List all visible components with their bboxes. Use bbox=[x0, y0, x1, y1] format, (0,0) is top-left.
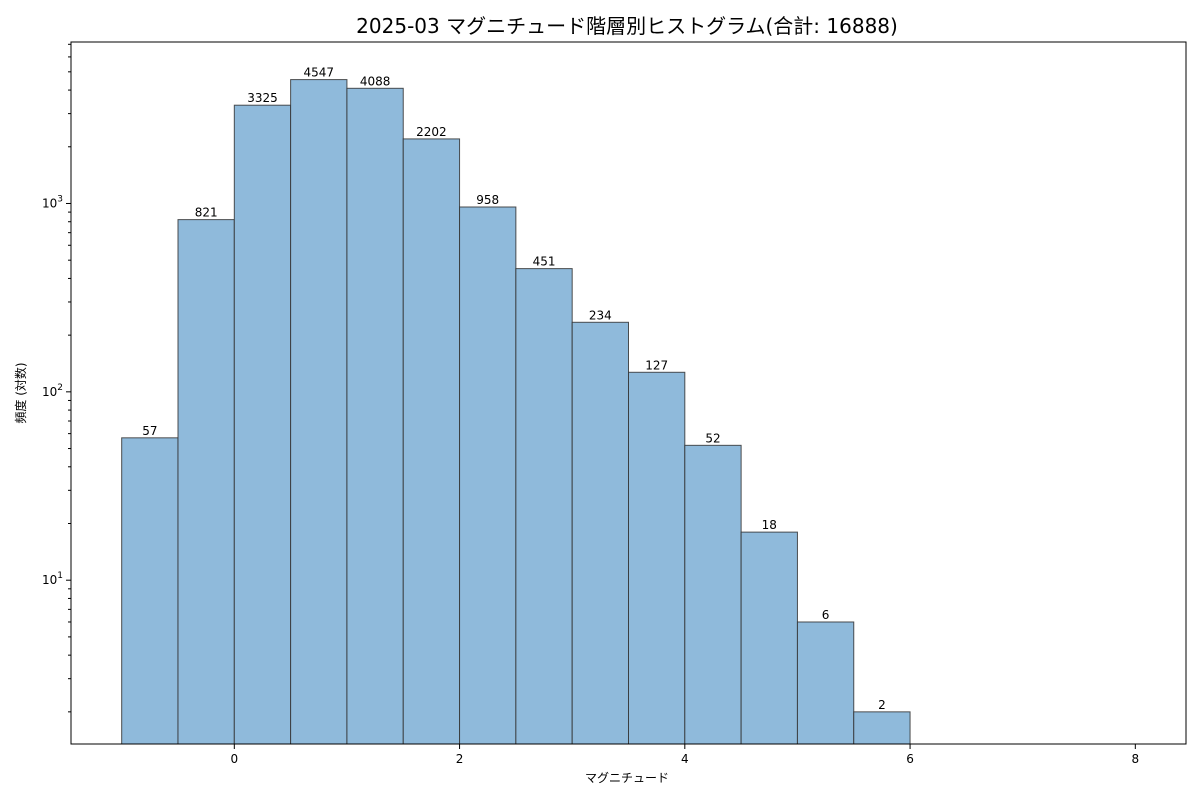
x-tick-label-1: 2 bbox=[456, 752, 464, 766]
bar-label-11: 18 bbox=[762, 518, 777, 532]
bar-9 bbox=[628, 371, 686, 745]
chart-title: 2025-03 マグニチュード階層別ヒストグラム(合計: 16888) bbox=[356, 14, 898, 38]
y-tick-label-base-0: 10 bbox=[42, 573, 57, 587]
bar-2 bbox=[233, 104, 292, 745]
bar-label-13: 2 bbox=[878, 698, 886, 712]
x-tick-label-3: 6 bbox=[906, 752, 914, 766]
bar-1 bbox=[177, 219, 235, 745]
bar-4 bbox=[346, 87, 404, 745]
bar-label-7: 451 bbox=[533, 255, 556, 269]
bar-label-3: 4547 bbox=[304, 66, 335, 80]
bar-8 bbox=[571, 321, 630, 745]
bar-0 bbox=[121, 437, 179, 745]
bar-5 bbox=[402, 138, 461, 745]
y-tick-label-2: 103 bbox=[42, 194, 63, 210]
x-tick-label-2: 4 bbox=[681, 752, 689, 766]
bar-label-9: 127 bbox=[645, 358, 668, 372]
x-tick-label-0: 0 bbox=[230, 752, 238, 766]
bar-label-12: 6 bbox=[822, 608, 830, 622]
y-axis-label: 頻度 (対数) bbox=[13, 362, 28, 423]
bar-labels-group: 57 821 3325 4547 4088 2202 958 451 234 127 52 18 6 2 bbox=[142, 66, 886, 712]
bar-label-6: 958 bbox=[476, 193, 499, 207]
x-axis: 0 2 4 6 8 bbox=[230, 744, 1139, 766]
bar-label-5: 2202 bbox=[416, 125, 447, 139]
bars-group bbox=[121, 79, 911, 745]
y-tick-label-exp-0: 1 bbox=[57, 571, 63, 581]
y-tick-label-1: 102 bbox=[42, 383, 63, 399]
x-axis-label: マグニチュード bbox=[585, 771, 669, 785]
y-tick-label-exp-2: 3 bbox=[57, 194, 63, 204]
y-tick-label-base-2: 10 bbox=[42, 196, 57, 210]
bar-13 bbox=[853, 711, 911, 745]
bar-label-8: 234 bbox=[589, 308, 612, 322]
bar-11 bbox=[740, 531, 798, 745]
bar-7 bbox=[515, 268, 573, 745]
x-tick-label-4: 8 bbox=[1131, 752, 1139, 766]
bar-label-2: 3325 bbox=[247, 91, 278, 105]
plot-frame bbox=[70, 41, 1187, 745]
bar-label-10: 52 bbox=[705, 431, 720, 445]
y-tick-label-exp-1: 2 bbox=[57, 383, 63, 393]
bar-label-0: 57 bbox=[142, 424, 157, 438]
bar-6 bbox=[459, 206, 517, 745]
y-tick-label-0: 101 bbox=[42, 571, 63, 587]
bar-12 bbox=[796, 621, 855, 745]
bar-3 bbox=[290, 79, 348, 745]
bar-label-4: 4088 bbox=[360, 74, 391, 88]
bar-10 bbox=[684, 444, 742, 745]
bar-label-1: 821 bbox=[195, 206, 218, 220]
y-tick-label-base-1: 10 bbox=[42, 385, 57, 399]
